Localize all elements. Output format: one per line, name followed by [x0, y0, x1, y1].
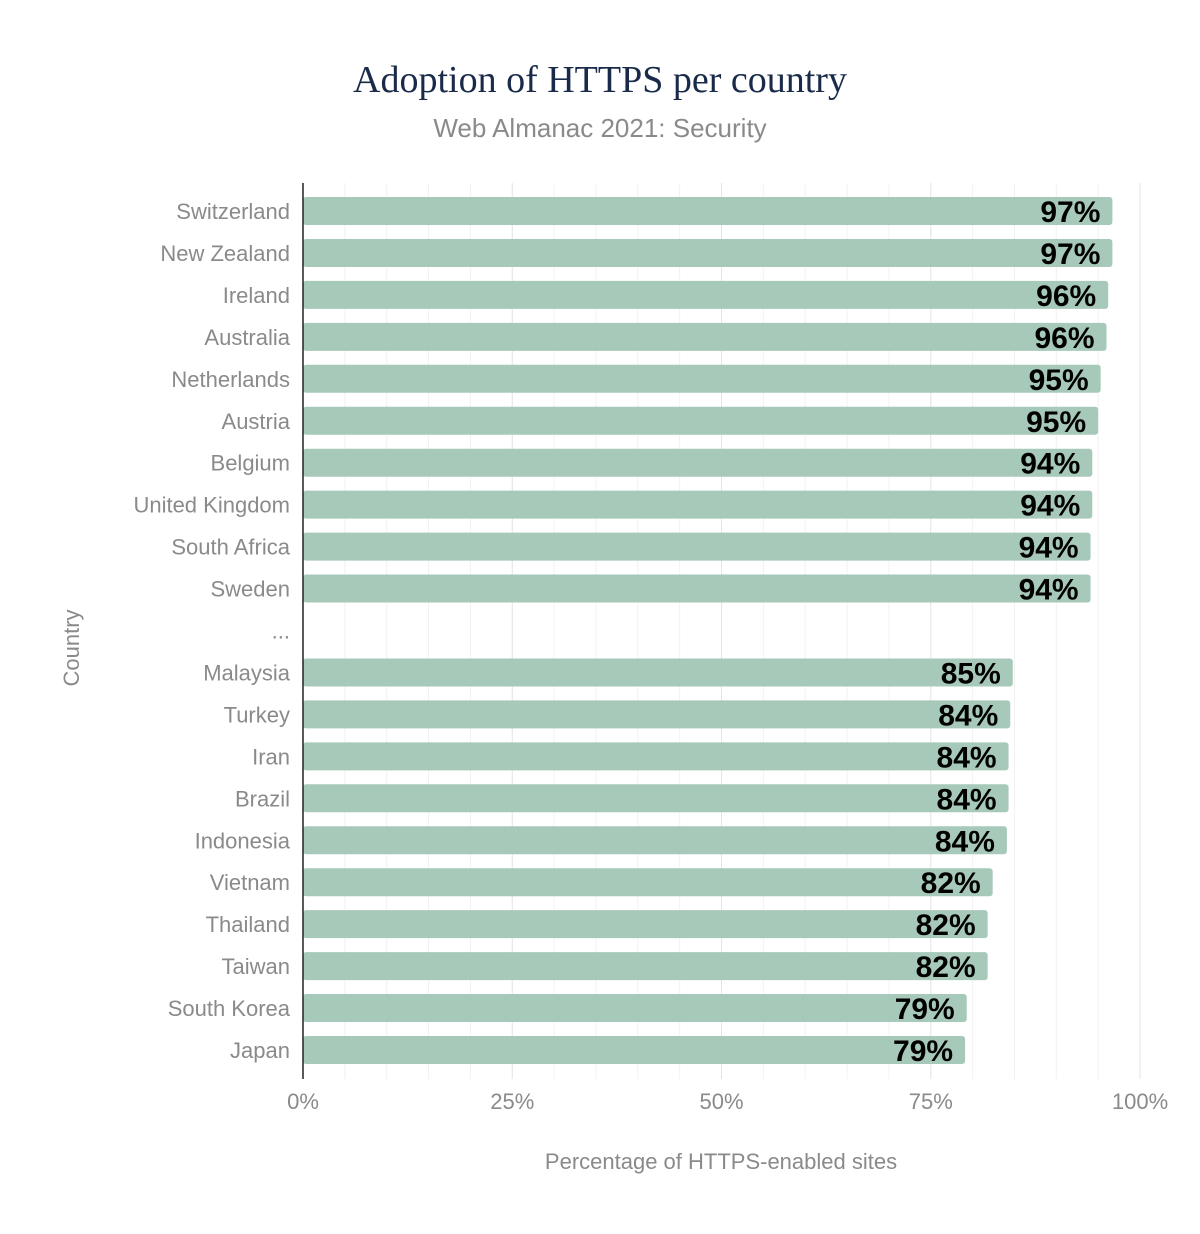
bar: [303, 406, 1099, 435]
category-labels: Switzerland New Zealand Ireland Australia Ne…: [133, 199, 290, 1063]
category-label: Ireland: [223, 283, 290, 308]
bar: [303, 784, 1009, 813]
data-label: 79%: [895, 993, 955, 1026]
data-label: 94%: [1020, 448, 1080, 481]
chart-subtitle: Web Almanac 2021: Security: [433, 113, 766, 143]
category-label: Thailand: [206, 912, 290, 937]
x-axis-ticks: 0% 25% 50% 75% 100%: [287, 1089, 1168, 1114]
bar: [303, 238, 1113, 267]
category-label: Iran: [252, 744, 290, 769]
bar: [303, 910, 988, 939]
data-label: 94%: [1019, 574, 1079, 607]
category-label: Indonesia: [195, 828, 291, 853]
data-label: 84%: [937, 741, 997, 774]
bar: [303, 197, 1113, 225]
category-label: United Kingdom: [133, 493, 290, 518]
bar: [303, 1036, 966, 1064]
category-label: South Korea: [168, 996, 291, 1021]
data-labels: 97% 97% 96% 96% 95% 95% 94% 94% 94% 94% 85% 84% 84% 8…: [893, 196, 1100, 1068]
category-label: Netherlands: [171, 367, 290, 392]
category-label: Australia: [204, 325, 290, 350]
x-tick-label: 50%: [699, 1089, 743, 1114]
chart-title: Adoption of HTTPS per country: [353, 59, 847, 101]
category-label: ...: [272, 619, 290, 644]
bar: [303, 826, 1007, 855]
bar: [303, 868, 993, 897]
category-label: Sweden: [210, 577, 290, 602]
category-label: Vietnam: [210, 870, 290, 895]
data-label: 95%: [1029, 364, 1089, 397]
category-label: Japan: [230, 1038, 290, 1063]
data-label: 94%: [1020, 490, 1080, 523]
bar: [303, 700, 1011, 729]
data-label: 94%: [1019, 532, 1079, 565]
bar: [303, 742, 1009, 771]
data-label: 97%: [1040, 238, 1100, 271]
data-label: 96%: [1036, 280, 1096, 313]
data-label: 84%: [937, 783, 997, 816]
data-label: 82%: [921, 867, 981, 900]
x-tick-label: 25%: [490, 1089, 534, 1114]
x-tick-label: 0%: [287, 1089, 319, 1114]
gridlines: [344, 183, 1141, 1079]
category-label: Brazil: [235, 786, 290, 811]
bar: [303, 490, 1093, 519]
bar: [303, 532, 1091, 561]
x-tick-label: 75%: [909, 1089, 953, 1114]
category-label: Taiwan: [222, 954, 290, 979]
bar: [303, 952, 988, 981]
x-axis-title: Percentage of HTTPS-enabled sites: [545, 1149, 897, 1174]
bars: [303, 197, 1113, 1064]
bar: [303, 364, 1101, 393]
data-label: 84%: [938, 699, 998, 732]
category-label: South Africa: [171, 535, 290, 560]
bar: [303, 574, 1091, 603]
data-label: 79%: [893, 1035, 953, 1068]
y-axis-title: Country: [59, 609, 84, 686]
category-label: Malaysia: [203, 660, 291, 685]
data-label: 96%: [1034, 322, 1094, 355]
data-label: 95%: [1026, 406, 1086, 439]
bar: [303, 994, 967, 1023]
data-label: 84%: [935, 825, 995, 858]
x-tick-label: 100%: [1112, 1089, 1168, 1114]
bar: [303, 280, 1109, 309]
bar: [303, 658, 1013, 687]
category-label: Switzerland: [176, 199, 290, 224]
category-label: Belgium: [211, 451, 290, 476]
category-label: New Zealand: [160, 241, 290, 266]
category-label: Austria: [222, 409, 291, 434]
category-label: Turkey: [224, 702, 290, 727]
bar: [303, 322, 1107, 351]
data-label: 82%: [916, 951, 976, 984]
data-label: 97%: [1040, 196, 1100, 229]
data-label: 82%: [916, 909, 976, 942]
bar: [303, 448, 1093, 477]
data-label: 85%: [941, 657, 1001, 690]
